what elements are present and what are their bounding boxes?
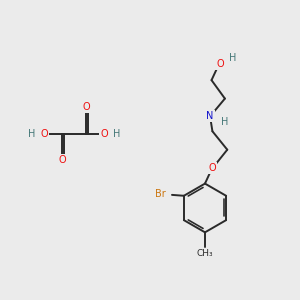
Text: O: O <box>58 155 66 165</box>
Text: O: O <box>82 102 90 112</box>
Text: O: O <box>208 163 216 173</box>
Text: CH₃: CH₃ <box>197 249 213 258</box>
Text: O: O <box>100 129 108 139</box>
Text: O: O <box>216 59 224 69</box>
Text: O: O <box>41 129 48 139</box>
Text: H: H <box>28 129 36 139</box>
Text: H: H <box>229 53 236 63</box>
Text: N: N <box>206 111 214 122</box>
Text: H: H <box>113 129 120 139</box>
Text: Br: Br <box>155 189 166 199</box>
Text: H: H <box>220 117 228 127</box>
